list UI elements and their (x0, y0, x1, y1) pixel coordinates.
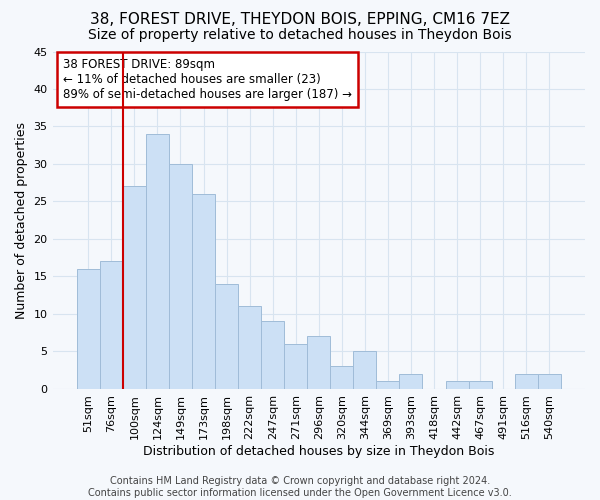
Bar (261, 322, 284, 389)
Bar (146, 134, 169, 389)
Bar (100, 262, 123, 389)
Bar (192, 194, 215, 389)
Bar (123, 186, 146, 389)
Bar (376, 382, 400, 389)
Bar (238, 306, 261, 389)
Bar (469, 382, 491, 389)
Bar (330, 366, 353, 389)
Text: Size of property relative to detached houses in Theydon Bois: Size of property relative to detached ho… (88, 28, 512, 42)
Text: 38 FOREST DRIVE: 89sqm
← 11% of detached houses are smaller (23)
89% of semi-det: 38 FOREST DRIVE: 89sqm ← 11% of detached… (63, 58, 352, 101)
Bar (307, 336, 330, 389)
Bar (215, 284, 238, 389)
Bar (77, 269, 100, 389)
Y-axis label: Number of detached properties: Number of detached properties (15, 122, 28, 318)
Bar (515, 374, 538, 389)
Text: 38, FOREST DRIVE, THEYDON BOIS, EPPING, CM16 7EZ: 38, FOREST DRIVE, THEYDON BOIS, EPPING, … (90, 12, 510, 28)
Bar (538, 374, 561, 389)
Bar (284, 344, 307, 389)
Text: Contains HM Land Registry data © Crown copyright and database right 2024.
Contai: Contains HM Land Registry data © Crown c… (88, 476, 512, 498)
Bar (400, 374, 422, 389)
Bar (169, 164, 192, 389)
X-axis label: Distribution of detached houses by size in Theydon Bois: Distribution of detached houses by size … (143, 444, 494, 458)
Bar (446, 382, 469, 389)
Bar (353, 352, 376, 389)
